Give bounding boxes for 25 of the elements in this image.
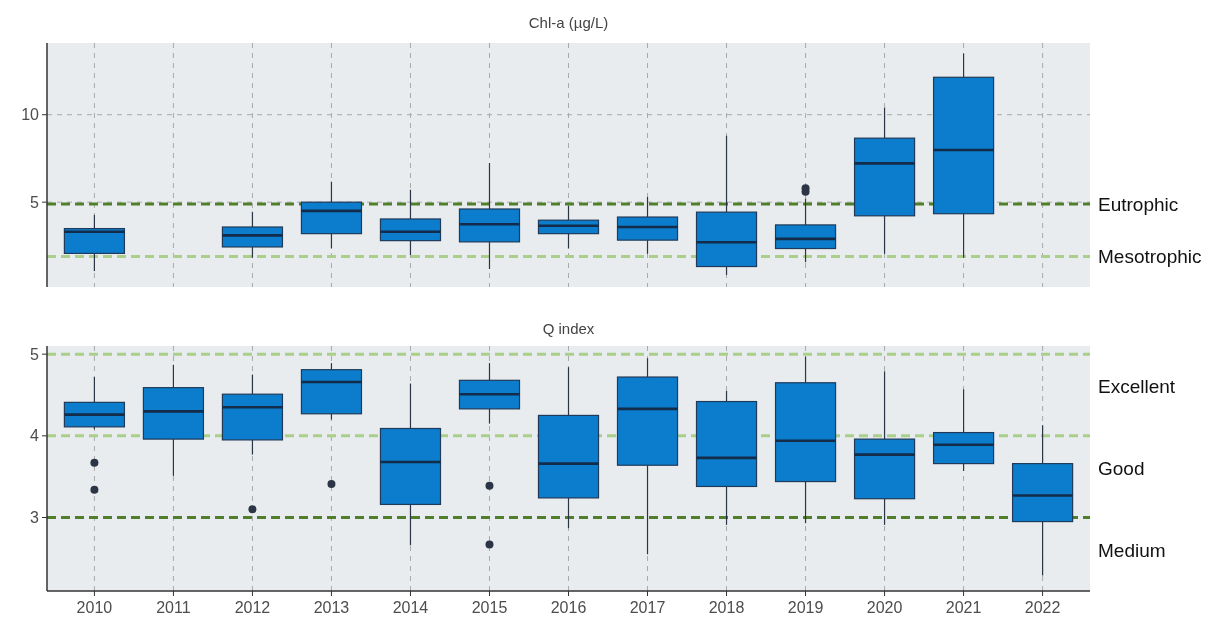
chart-title: Q index <box>542 320 595 337</box>
x-tick-label: 2020 <box>866 599 903 616</box>
text: Good <box>1098 458 1145 480</box>
chart-title: Chl-a (µg/L) <box>528 14 609 31</box>
y-tick-label: 5 <box>30 345 40 363</box>
x-tick-label: 2019 <box>787 599 824 616</box>
ref-line-label: Eutrophic <box>1098 193 1179 215</box>
x-tick-label: 2021 <box>945 599 982 616</box>
ref-line-label: Mesotrophic <box>1098 246 1202 268</box>
x-tick-label: 2013 <box>313 599 350 616</box>
y-tick-label: 5 <box>30 193 40 211</box>
text: Medium <box>1098 539 1166 561</box>
x-tick-label: 2015 <box>471 599 508 616</box>
x-tick-label: 2022 <box>1024 599 1061 616</box>
text: Excellent <box>1098 376 1176 398</box>
x-tick-label: 2014 <box>392 599 429 616</box>
x-tick-label: 2017 <box>629 599 666 616</box>
y-tick-label: 10 <box>21 106 40 124</box>
x-tick-label: 2010 <box>76 599 113 616</box>
x-tick-label: 2018 <box>708 599 745 616</box>
x-tick-label: 2016 <box>550 599 587 616</box>
y-tick-label: 3 <box>30 509 40 527</box>
y-tick-label: 4 <box>30 427 40 445</box>
x-tick-label: 2012 <box>234 599 271 616</box>
x-tick-label: 2011 <box>156 599 191 616</box>
